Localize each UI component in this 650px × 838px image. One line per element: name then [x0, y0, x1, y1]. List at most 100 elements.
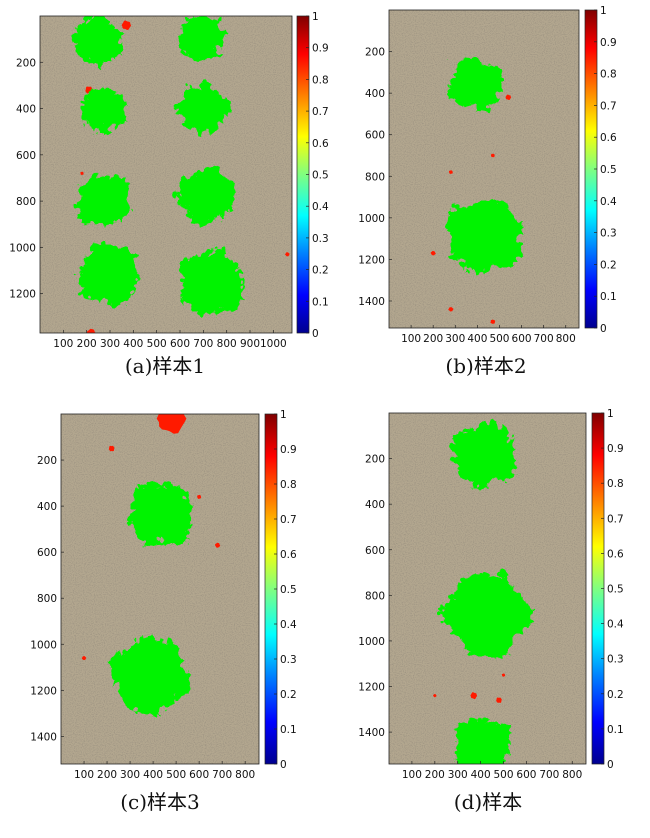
panel-4: 100 200 300 400 500 600 700 8002004006008001000… [358, 408, 624, 781]
x-tick-label: 600 [516, 769, 536, 781]
y-tick-label: 600 [365, 130, 385, 142]
weed-mask [470, 692, 478, 700]
x-tick-label: 800 [556, 333, 576, 345]
colorbar-tick-label: 0.3 [600, 228, 617, 240]
y-tick-label: 1200 [30, 685, 57, 697]
y-tick-label: 400 [365, 88, 385, 100]
weed-mask [80, 171, 84, 176]
colorbar-tick-label: 1 [600, 5, 607, 17]
y-tick-label: 1000 [30, 639, 57, 651]
x-tick-label: 500 [489, 333, 509, 345]
colorbar-tick-label: 0 [607, 759, 614, 771]
plant-mask [434, 569, 531, 653]
colorbar-tick-label: 1 [607, 408, 614, 420]
colorbar-tick-label: 0.9 [312, 43, 329, 55]
plant-mask [69, 16, 119, 64]
x-tick-label: 200 [77, 338, 97, 350]
y-tick-label: 200 [365, 454, 385, 466]
plant-mask [448, 418, 513, 486]
x-tick-label: 100 [401, 333, 421, 345]
weed-mask [121, 20, 132, 30]
plant-mask [104, 631, 188, 712]
x-tick-label: 100 [402, 769, 422, 781]
x-tick-label: 400 [143, 769, 163, 781]
x-tick-label: 400 [467, 333, 487, 345]
weed-mask [496, 697, 502, 703]
weed-mask [430, 250, 436, 256]
colorbar-tick-label: 0.3 [312, 233, 329, 245]
y-tick-label: 1400 [358, 727, 385, 739]
y-tick-label: 1000 [358, 213, 385, 225]
x-tick-label: 700 [193, 338, 213, 350]
colorbar-tick-label: 0.2 [607, 689, 624, 701]
y-tick-label: 800 [365, 171, 385, 183]
x-tick-label: 300 [445, 333, 465, 345]
colorbar-tick-label: 0.2 [600, 259, 617, 271]
colorbar-tick-label: 0 [312, 328, 319, 340]
colorbar-tick-label: 0.5 [607, 584, 624, 596]
colorbar-tick-label: 0.1 [280, 724, 297, 736]
colorbar-tick-label: 0.8 [280, 479, 297, 491]
axes-frame [39, 15, 293, 334]
y-tick-label: 200 [16, 57, 36, 69]
colorbar-tick-label: 0.5 [312, 170, 329, 182]
x-tick-label: 1000 [260, 338, 287, 350]
y-tick-label: 400 [37, 501, 57, 513]
x-tick-label: 100 [74, 769, 94, 781]
colorbar-tick-label: 1 [312, 11, 319, 23]
colorbar-tick-label: 0.4 [312, 201, 329, 213]
y-tick-label: 800 [16, 196, 36, 208]
x-tick-label: 600 [512, 333, 532, 345]
colorbar-tick-label: 0.3 [280, 654, 297, 666]
colorbar-tick-label: 0.5 [600, 164, 617, 176]
colorbar-tick-label: 0.4 [607, 619, 624, 631]
x-tick-label: 200 [97, 769, 117, 781]
colorbar-tick-label: 0.7 [600, 100, 617, 112]
weed-mask [214, 542, 221, 548]
x-tick-label: 300 [120, 769, 140, 781]
weed-mask [156, 414, 187, 434]
soil-texture [389, 10, 579, 328]
x-tick-label: 200 [425, 769, 445, 781]
weed-mask [433, 693, 437, 698]
colorbar-tick-label: 0.6 [312, 138, 329, 150]
colorbar-tick-label: 0.2 [312, 265, 329, 277]
colorbar-tick-label: 0.1 [600, 291, 617, 303]
panel-3: 100 200 300 400 500 600 700 8002004006008001000… [30, 409, 297, 781]
colorbar-tick-label: 0.9 [600, 37, 617, 49]
colorbar-tick-label: 0.8 [312, 74, 329, 86]
colorbar-tick-label: 0.6 [600, 132, 617, 144]
y-tick-label: 1400 [358, 296, 385, 308]
plant-mask [74, 237, 137, 304]
x-tick-label: 300 [448, 769, 468, 781]
x-tick-label: 500 [166, 769, 186, 781]
y-tick-label: 1200 [9, 289, 36, 301]
soil-texture [61, 414, 259, 764]
x-tick-label: 600 [189, 769, 209, 781]
x-tick-label: 500 [494, 769, 514, 781]
colorbar-tick-label: 0.4 [280, 619, 297, 631]
y-tick-label: 200 [37, 455, 57, 467]
y-tick-label: 600 [365, 545, 385, 557]
colorbar-tick-label: 0.8 [600, 69, 617, 81]
colorbar-tick-label: 0.9 [280, 444, 297, 456]
colorbar-tick-label: 0.7 [607, 513, 624, 525]
plant-mask [175, 16, 223, 58]
x-tick-label: 700 [212, 769, 232, 781]
x-tick-label: 700 [539, 769, 559, 781]
plant-mask [444, 53, 502, 108]
x-tick-label: 500 [147, 338, 167, 350]
weed-mask [490, 319, 496, 324]
colorbar-tick-label: 0.2 [280, 689, 297, 701]
colorbar-tick-label: 0 [280, 759, 287, 771]
x-tick-label: 800 [217, 338, 237, 350]
axes-frame [60, 413, 260, 765]
x-tick-label: 400 [471, 769, 491, 781]
y-tick-label: 1400 [30, 731, 57, 743]
weed-mask [448, 307, 454, 312]
x-tick-label: 100 [53, 338, 73, 350]
x-tick-label: 300 [100, 338, 120, 350]
colorbar-tick-label: 0.1 [312, 296, 329, 308]
weed-mask [448, 170, 453, 174]
y-tick-label: 1200 [358, 254, 385, 266]
